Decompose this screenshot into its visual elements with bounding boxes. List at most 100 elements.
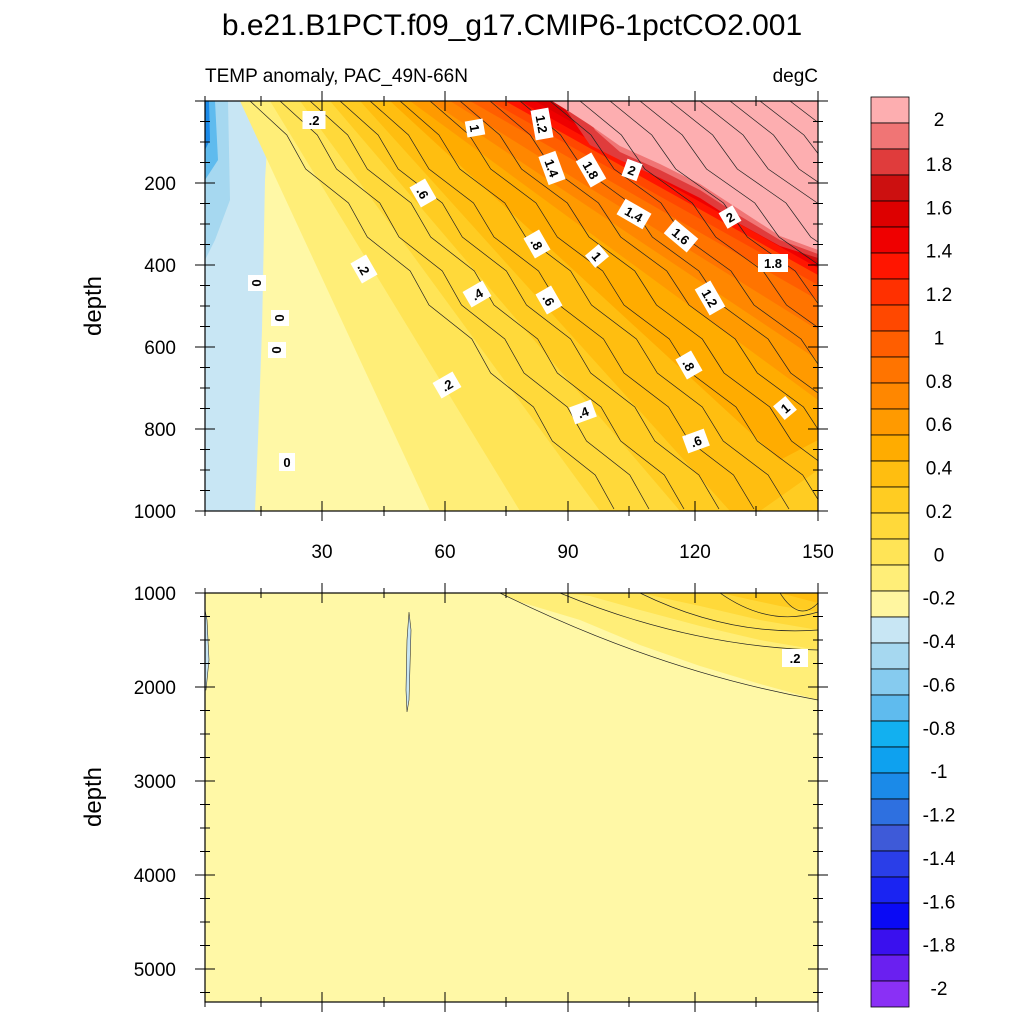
top-y-tick-label: 600 <box>144 338 176 359</box>
colorbar-swatch <box>870 668 910 696</box>
contour-label: 0 <box>268 342 286 358</box>
colorbar-tick-label: -1.2 <box>923 806 956 827</box>
colorbar-tick-label: 2 <box>934 110 945 131</box>
colorbar-swatch <box>870 772 910 800</box>
colorbar-swatch <box>870 512 910 540</box>
contour-label: .2 <box>302 111 326 129</box>
colorbar <box>870 96 910 1008</box>
bottom-y-tick-label: 1000 <box>134 584 176 605</box>
contour-label: 1 <box>584 244 610 268</box>
svg-text:0: 0 <box>283 455 290 470</box>
contour-label: 0 <box>279 453 295 471</box>
top-y-tick-label: 800 <box>144 420 176 441</box>
contour-label: 1.2 <box>694 280 726 316</box>
top-y-axis-label: depth <box>80 276 107 336</box>
svg-text:0: 0 <box>272 314 287 321</box>
colorbar-swatch <box>870 200 910 228</box>
colorbar-tick-label: 0 <box>934 545 945 566</box>
colorbar-tick-label: -0.2 <box>923 589 956 610</box>
svg-text:.6: .6 <box>689 433 704 451</box>
contour-label: .6 <box>682 428 710 454</box>
contour-label: .4 <box>569 399 597 425</box>
contour-label: .8 <box>523 229 551 259</box>
contour-label: 1.6 <box>663 219 699 253</box>
bottom-y-tick-label: 3000 <box>134 772 176 793</box>
contour-label: 1.8 <box>575 152 607 188</box>
colorbar-swatch <box>870 746 910 774</box>
colorbar-tick-label: 1.4 <box>926 242 953 263</box>
colorbar-tick-label: -1.8 <box>923 936 956 957</box>
x-tick-label: 60 <box>434 542 455 563</box>
colorbar-swatch <box>870 876 910 904</box>
colorbar-swatch <box>870 434 910 462</box>
top-y-tick-label: 400 <box>144 256 176 277</box>
colorbar-swatch <box>870 928 910 956</box>
svg-text:0: 0 <box>269 346 284 353</box>
colorbar-swatch <box>870 642 910 670</box>
colorbar-swatch <box>870 720 910 748</box>
bottom-panel-frame <box>204 592 819 1003</box>
colorbar-tick-label: -1.6 <box>923 892 956 913</box>
panel-subtitle-right: degC <box>773 66 818 87</box>
colorbar-swatch <box>870 356 910 384</box>
colorbar-swatch <box>870 538 910 566</box>
colorbar-swatch <box>870 304 910 332</box>
colorbar-tick-label: 0.2 <box>926 502 952 523</box>
x-tick-label: 30 <box>311 542 332 563</box>
colorbar-swatch <box>870 616 910 644</box>
colorbar-tick-label: -1.4 <box>923 849 956 870</box>
x-tick-label: 90 <box>557 542 578 563</box>
tick-marks <box>195 91 828 1012</box>
contour-label: .4 <box>462 280 492 308</box>
colorbar-swatch <box>870 148 910 176</box>
colorbar-tick-label: -1 <box>931 762 948 783</box>
colorbar-tick-label: -2 <box>931 979 948 1000</box>
colorbar-swatch <box>870 122 910 150</box>
chart-title: b.e21.B1PCT.f09_g17.CMIP6-1pctCO2.001 <box>222 9 802 42</box>
colorbar-tick-label: -0.8 <box>923 719 956 740</box>
svg-text:1: 1 <box>466 123 482 133</box>
colorbar-swatch <box>870 460 910 488</box>
bottom-y-axis-label: depth <box>80 767 107 827</box>
svg-text:.2: .2 <box>790 651 801 666</box>
contour-label: 1.4 <box>538 150 566 186</box>
contour-lines <box>249 101 818 701</box>
colorbar-swatch <box>870 252 910 280</box>
colorbar-swatch <box>870 174 910 202</box>
contour-label: .2 <box>782 649 808 667</box>
colorbar-swatch <box>870 980 910 1008</box>
top-y-tick-label: 1000 <box>134 502 176 523</box>
colorbar-tick-labels: 2 1.8 1.6 1.4 1.2 1 0.8 0.6 0.4 0.2 0 -0.2 -0.4 -0.6 -… <box>923 110 956 1000</box>
contour-label: 0 <box>271 310 289 326</box>
colorbar-tick-label: -0.6 <box>923 675 956 696</box>
colorbar-tick-label: -0.4 <box>923 632 956 653</box>
colorbar-swatch <box>870 564 910 592</box>
colorbar-tick-label: 1.6 <box>926 198 952 219</box>
colorbar-swatch <box>870 96 910 124</box>
bottom-y-tick-label: 5000 <box>134 960 176 981</box>
colorbar-swatch <box>870 694 910 722</box>
contour-labels: .21 1.21.4 1.8 2.61.41.62.81 1.8.20.4.6 1.200… <box>248 107 808 667</box>
svg-text:1.2: 1.2 <box>533 114 551 134</box>
contour-label: 1.2 <box>530 107 554 141</box>
colorbar-tick-label: 0.8 <box>926 372 952 393</box>
contour-label: .2 <box>350 254 378 284</box>
colorbar-swatch <box>870 486 910 514</box>
colorbar-swatch <box>870 382 910 410</box>
svg-text:0: 0 <box>249 279 264 286</box>
contour-label: 2 <box>718 205 742 229</box>
colorbar-swatch <box>870 330 910 358</box>
colorbar-swatch <box>870 824 910 852</box>
colorbar-swatch <box>870 954 910 982</box>
contour-label: 2 <box>621 158 643 182</box>
contour-label: 1 <box>773 395 797 421</box>
bottom-y-tick-label: 2000 <box>134 678 176 699</box>
colorbar-swatch <box>870 798 910 826</box>
contour-label: 0 <box>248 275 266 291</box>
colorbar-swatch <box>870 590 910 618</box>
contour-label: .6 <box>409 178 437 208</box>
contour-label: .2 <box>432 371 462 399</box>
panel-subtitle-left: TEMP anomaly, PAC_49N-66N <box>205 66 468 87</box>
colorbar-swatch <box>870 226 910 254</box>
